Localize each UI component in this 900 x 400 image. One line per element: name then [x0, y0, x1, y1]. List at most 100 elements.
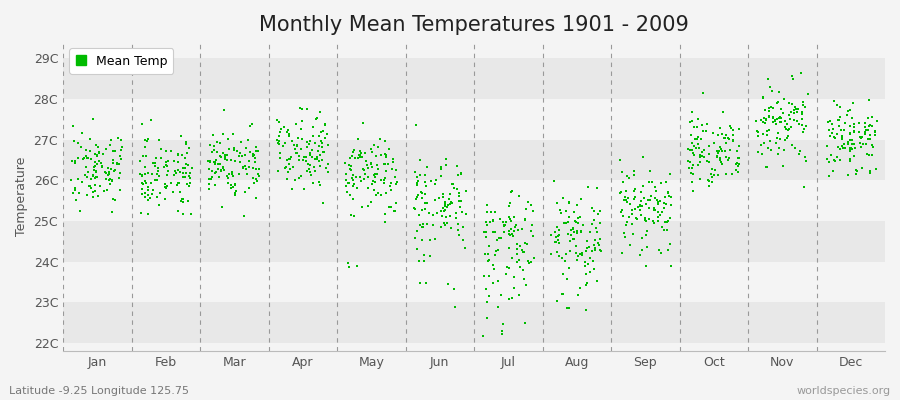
Point: [140, 184, 155, 190]
Point: [432, 194, 446, 201]
Point: [858, 120, 872, 127]
Point: [661, 190, 675, 196]
Point: [216, 165, 230, 172]
Point: [688, 144, 703, 151]
Point: [344, 162, 358, 169]
Point: [382, 146, 396, 152]
Point: [796, 126, 811, 132]
Point: [613, 157, 627, 163]
Point: [454, 198, 468, 204]
Point: [570, 256, 584, 263]
Point: [141, 196, 156, 203]
Point: [203, 158, 218, 165]
Point: [822, 126, 836, 133]
Point: [684, 109, 698, 115]
Point: [555, 291, 570, 297]
Point: [339, 182, 354, 189]
Point: [717, 134, 732, 141]
Point: [778, 124, 792, 130]
Point: [445, 224, 459, 231]
Point: [389, 200, 403, 206]
Point: [64, 176, 78, 183]
Point: [239, 145, 254, 152]
Point: [508, 222, 523, 228]
Point: [820, 143, 834, 150]
Point: [84, 156, 98, 162]
Point: [436, 204, 451, 211]
Point: [308, 140, 322, 146]
Point: [715, 148, 729, 154]
Point: [662, 188, 676, 195]
Point: [755, 95, 770, 101]
Title: Monthly Mean Temperatures 1901 - 2009: Monthly Mean Temperatures 1901 - 2009: [259, 15, 689, 35]
Point: [509, 240, 524, 247]
Point: [221, 175, 236, 182]
Point: [615, 206, 629, 213]
Point: [725, 131, 740, 138]
Point: [570, 230, 584, 236]
Point: [378, 154, 392, 160]
Point: [202, 176, 216, 182]
Point: [135, 173, 149, 179]
Point: [341, 264, 356, 270]
Point: [378, 151, 392, 158]
Point: [651, 214, 665, 220]
Point: [312, 179, 327, 185]
Point: [304, 147, 319, 153]
Point: [112, 135, 126, 142]
Point: [167, 168, 182, 174]
Point: [558, 257, 572, 264]
Point: [685, 165, 699, 171]
Point: [76, 179, 90, 186]
Point: [220, 136, 235, 142]
Point: [590, 229, 605, 236]
Point: [615, 169, 629, 176]
Point: [549, 239, 563, 245]
Point: [182, 144, 196, 151]
Point: [762, 84, 777, 90]
Point: [680, 145, 695, 152]
Point: [357, 171, 372, 177]
Point: [791, 106, 806, 112]
Point: [182, 173, 196, 179]
Point: [251, 170, 266, 177]
Point: [104, 176, 118, 182]
Point: [308, 167, 322, 174]
Point: [580, 245, 594, 252]
Point: [415, 237, 429, 243]
Point: [208, 170, 222, 176]
Point: [799, 123, 814, 129]
Point: [145, 160, 159, 166]
Point: [272, 119, 286, 125]
Point: [519, 240, 534, 247]
Point: [315, 140, 329, 146]
Point: [410, 182, 424, 188]
Point: [494, 331, 508, 337]
Point: [282, 156, 296, 162]
Point: [581, 244, 596, 250]
Point: [731, 163, 745, 170]
Point: [95, 163, 110, 170]
Point: [412, 212, 427, 219]
Point: [616, 179, 630, 185]
Point: [212, 160, 226, 167]
Point: [182, 183, 196, 189]
Point: [341, 180, 356, 186]
Point: [452, 193, 466, 200]
Point: [715, 131, 729, 137]
Point: [389, 167, 403, 173]
Point: [236, 164, 250, 171]
Point: [247, 180, 261, 186]
Point: [346, 212, 361, 219]
Point: [423, 253, 437, 260]
Point: [240, 171, 255, 177]
Point: [786, 76, 800, 82]
Point: [450, 162, 464, 169]
Point: [456, 237, 471, 244]
Point: [89, 153, 104, 159]
Point: [847, 141, 861, 147]
Point: [170, 182, 184, 188]
Point: [690, 134, 705, 140]
Point: [623, 241, 637, 248]
Point: [352, 152, 366, 158]
